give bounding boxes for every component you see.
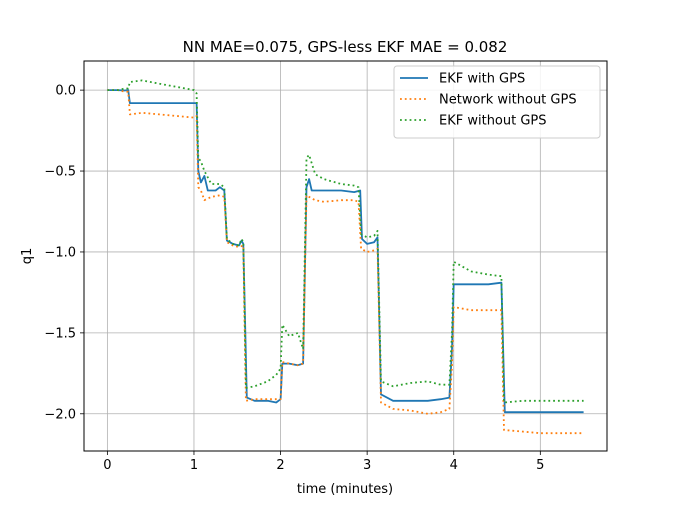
x-tick-label: 5 xyxy=(536,458,544,473)
legend-label-2: EKF without GPS xyxy=(439,114,547,129)
x-tick-label: 4 xyxy=(450,458,458,473)
y-tick-label: −0.5 xyxy=(44,165,76,180)
y-axis: 0.0 −0.5 −1.0 −1.5 −2.0 xyxy=(44,84,84,422)
y-axis-label: q1 xyxy=(20,248,35,265)
y-tick-label: 0.0 xyxy=(55,84,76,99)
x-axis-label: time (minutes) xyxy=(297,482,393,497)
y-tick-label: −1.0 xyxy=(44,245,76,260)
y-tick-label: −2.0 xyxy=(44,407,76,422)
x-tick-label: 2 xyxy=(276,458,284,473)
x-tick-label: 1 xyxy=(190,458,198,473)
legend-box xyxy=(393,65,601,139)
legend-label-0: EKF with GPS xyxy=(439,72,525,87)
chart-title: NN MAE=0.075, GPS-less EKF MAE = 0.082 xyxy=(183,38,508,56)
y-tick-label: −1.5 xyxy=(44,326,76,341)
legend-label-1: Network without GPS xyxy=(439,93,577,108)
x-axis: 0 1 2 3 4 5 xyxy=(103,451,544,473)
x-tick-label: 3 xyxy=(363,458,371,473)
series-layer xyxy=(107,79,584,435)
legend: EKF with GPS Network without GPS EKF witho… xyxy=(393,65,601,139)
plot-frame xyxy=(83,60,608,452)
grid xyxy=(84,61,607,451)
x-tick-label: 0 xyxy=(103,458,111,473)
